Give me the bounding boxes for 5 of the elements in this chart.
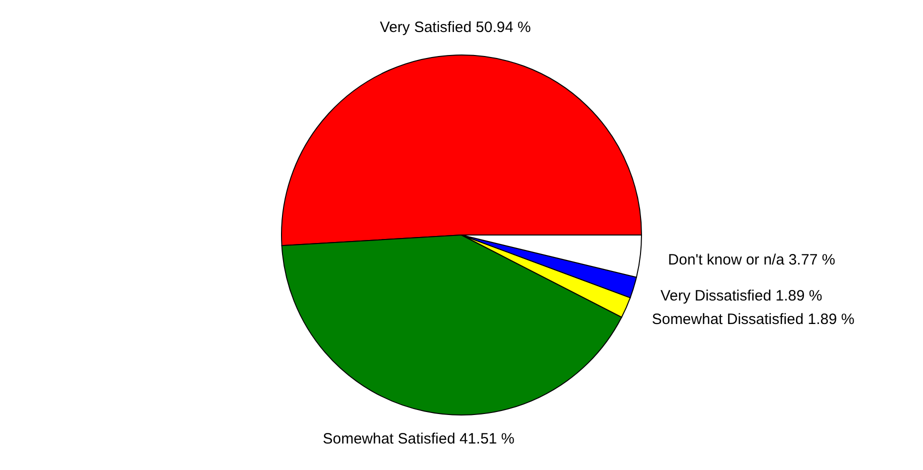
slice-label: Somewhat Dissatisfied 1.89 % (652, 310, 854, 328)
slice-label: Somewhat Satisfied 41.51 % (322, 430, 515, 448)
slice-label: Don't know or n/a 3.77 % (668, 252, 836, 269)
slice-label: Very Satisfied 50.94 % (380, 19, 531, 36)
slice-label: Very Dissatisfied 1.89 % (660, 288, 822, 305)
